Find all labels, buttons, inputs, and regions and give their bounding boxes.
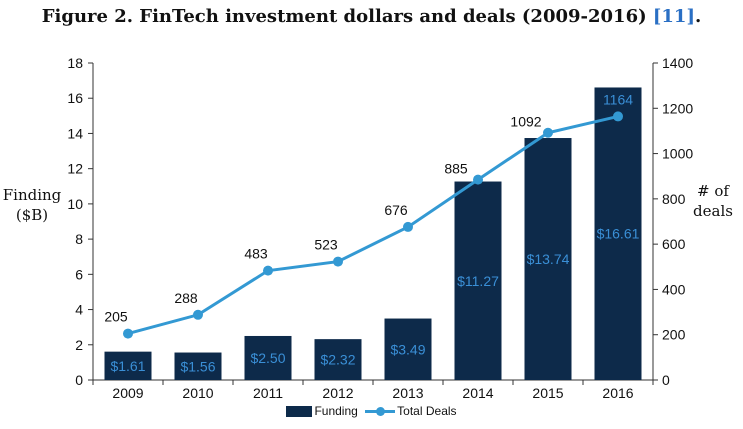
- bar-funding: [384, 318, 432, 380]
- y-axis-right-title-line2: deals: [693, 202, 733, 220]
- x-tick-label: 2009: [112, 385, 143, 401]
- line-value-label: 1092: [510, 114, 541, 130]
- x-tick-label: 2010: [182, 385, 213, 401]
- y-axis-right-title-line1: # of: [697, 182, 729, 200]
- point-total-deals: [543, 127, 553, 138]
- bar-value-label: $3.49: [390, 341, 425, 357]
- y-axis-right-title: # of deals: [684, 181, 742, 221]
- bar-funding: [524, 138, 572, 380]
- point-total-deals: [613, 111, 623, 122]
- bar-value-label: $1.61: [110, 358, 145, 374]
- line-value-label: 483: [244, 246, 268, 262]
- reference-link[interactable]: [11]: [652, 6, 695, 27]
- x-tick-label: 2016: [602, 385, 633, 401]
- point-total-deals: [473, 174, 483, 185]
- line-value-label: 676: [384, 202, 408, 218]
- chart-title-end: .: [694, 6, 702, 27]
- y-tick-label-left: 6: [75, 266, 83, 282]
- y-tick-label-left: 12: [67, 161, 83, 177]
- y-tick-label-left: 0: [75, 372, 83, 388]
- y-tick-label-left: 10: [67, 196, 83, 212]
- point-total-deals: [263, 265, 273, 276]
- bar-funding: [104, 351, 152, 380]
- legend: Funding Total Deals: [0, 404, 743, 420]
- line-value-label: 885: [444, 161, 468, 177]
- bar-funding: [454, 181, 502, 380]
- point-total-deals: [333, 256, 343, 267]
- point-total-deals: [123, 328, 133, 339]
- line-value-label: 205: [104, 309, 128, 325]
- bar-funding: [174, 352, 222, 380]
- bar-value-label: $11.27: [457, 273, 499, 289]
- y-tick-label-right: 1400: [662, 55, 693, 71]
- y-axis-left-title: Finding ($B): [2, 185, 62, 225]
- legend-item-funding: Funding: [286, 404, 358, 418]
- y-tick-label-right: 200: [662, 327, 686, 343]
- legend-label-funding: Funding: [314, 404, 358, 418]
- legend-swatch-funding: [286, 405, 313, 417]
- x-tick-label: 2012: [322, 385, 353, 401]
- x-tick-label: 2011: [253, 385, 283, 401]
- bar-funding: [244, 335, 292, 380]
- bar-funding: [314, 339, 362, 380]
- y-tick-label-left: 14: [67, 125, 83, 141]
- legend-label-total-deals: Total Deals: [397, 404, 457, 418]
- legend-item-total-deals: Total Deals: [365, 404, 457, 418]
- y-tick-label-left: 2: [75, 337, 83, 353]
- legend-swatch-total-deals: [365, 406, 396, 417]
- bar-value-label: $1.56: [180, 358, 215, 374]
- bar-value-label: $16.61: [597, 226, 640, 242]
- x-tick-label: 2015: [532, 385, 563, 401]
- bar-funding: [594, 87, 642, 381]
- bar-value-label: $2.50: [250, 350, 285, 366]
- y-tick-label-right: 800: [662, 191, 686, 207]
- bar-value-label: $13.74: [527, 251, 570, 267]
- y-tick-label-left: 18: [67, 55, 83, 71]
- x-tick-label: 2013: [392, 385, 423, 401]
- x-tick-label: 2014: [462, 385, 493, 401]
- point-total-deals: [403, 221, 413, 232]
- point-total-deals: [193, 309, 203, 320]
- line-value-label: 288: [174, 290, 198, 306]
- y-axis-left-title-line1: Finding: [2, 186, 62, 204]
- y-tick-label-right: 600: [662, 236, 686, 252]
- y-tick-label-right: 1200: [662, 100, 693, 116]
- line-total-deals: [127, 114, 619, 336]
- chart-title-text: Figure 2. FinTech investment dollars and…: [41, 6, 653, 27]
- line-value-label: 1164: [603, 91, 633, 107]
- bar-value-label: $2.32: [320, 352, 355, 368]
- y-axis-left-title-line2: ($B): [15, 206, 49, 224]
- y-tick-label-left: 4: [75, 302, 83, 318]
- line-value-label: 523: [314, 237, 338, 253]
- y-tick-label-right: 1000: [662, 146, 693, 162]
- y-tick-label-left: 8: [75, 231, 83, 247]
- y-tick-label-left: 16: [67, 90, 83, 106]
- chart-title: Figure 2. FinTech investment dollars and…: [0, 6, 743, 27]
- y-tick-label-right: 400: [662, 281, 686, 297]
- y-tick-label-right: 0: [662, 372, 670, 388]
